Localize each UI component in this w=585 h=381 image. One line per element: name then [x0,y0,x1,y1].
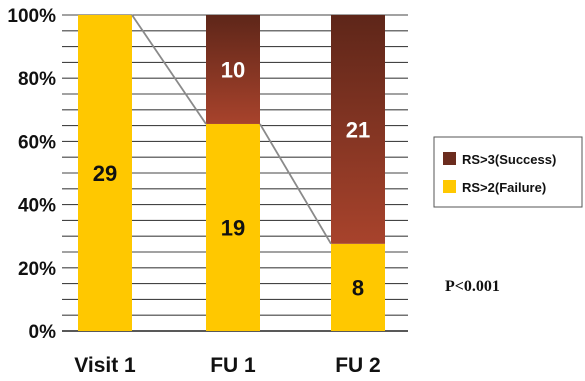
bar-segment [206,123,260,331]
y-tick-label: 100% [7,6,56,27]
bar-segment [331,15,385,244]
x-category-label: FU 2 [335,354,381,377]
y-tick-label: 20% [18,259,56,280]
legend-label: RS>3(Success) [462,152,556,167]
legend-box [433,136,583,208]
bar-segment [206,15,260,124]
y-tick-label: 40% [18,196,56,217]
connector-line [131,14,207,125]
data-labels: 29 19 10 8 21 [93,57,370,300]
legend-swatch [443,180,456,193]
y-tick-label: 60% [18,132,56,153]
bars [78,15,385,331]
legend-swatch [443,152,456,165]
y-tick-label: 0% [29,322,57,343]
connector-line [259,123,332,245]
legend: RS>3(Success) RS>2(Failure) [433,136,583,208]
connector-lines [131,14,332,245]
data-label: 10 [221,57,245,82]
y-tick-label: 80% [18,69,56,90]
x-category-label: FU 1 [210,354,256,377]
legend-label: RS>2(Failure) [462,180,546,195]
data-label: 19 [221,215,245,240]
x-axis-categories: Visit 1 FU 1 FU 2 [74,354,381,377]
bar-segment [78,15,132,331]
data-label: 8 [352,275,364,300]
p-value-annotation: P<0.001 [445,278,500,295]
bar-segment [331,243,385,331]
data-label: 29 [93,161,117,186]
y-axis-ticks: 0% 20% 40% 60% 80% 100% [7,6,56,343]
data-label: 21 [346,117,370,142]
x-category-label: Visit 1 [74,354,136,377]
